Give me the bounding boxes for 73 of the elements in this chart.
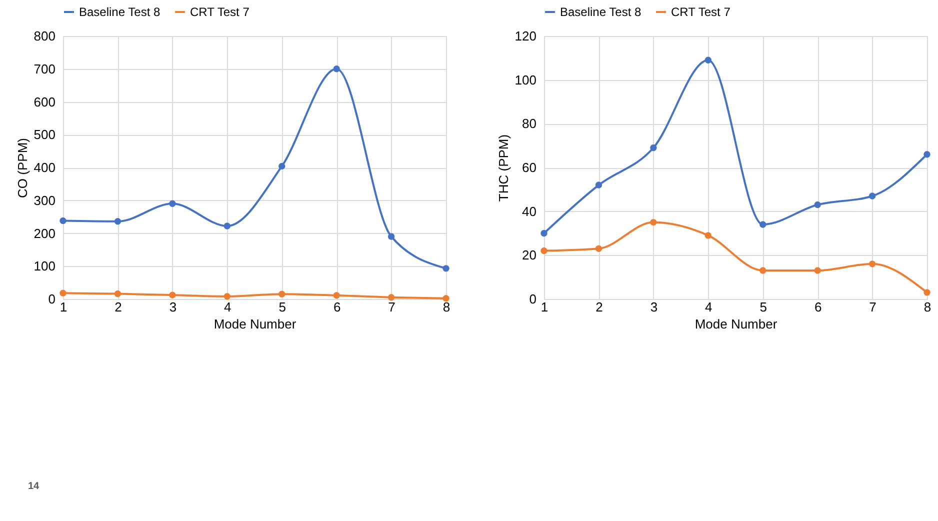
point	[868, 260, 876, 268]
x-tick-label: 1	[540, 300, 548, 314]
x-tick-label: 2	[114, 300, 122, 314]
x-tick-label: 5	[278, 300, 286, 314]
x-tick-label: 4	[224, 300, 232, 314]
point	[114, 290, 122, 298]
point	[704, 232, 712, 239]
x-tick-label: 7	[388, 300, 396, 314]
y-tick-label: 20	[522, 248, 536, 263]
y-tick-label: 80	[522, 116, 536, 132]
x-tick-label: 3	[650, 300, 658, 314]
y-tick-label: 200	[34, 226, 56, 241]
y-tick-label: 120	[514, 28, 536, 44]
x-tick-label: 4	[705, 300, 712, 314]
x-axis-title: Mode Number	[214, 316, 297, 332]
point	[333, 292, 340, 299]
legend-label: CRT Test 7	[190, 5, 250, 19]
y-tick-label: 0	[529, 292, 536, 306]
x-tick-label: 5	[760, 300, 767, 314]
point	[760, 221, 766, 228]
point	[114, 218, 122, 225]
point	[224, 293, 230, 300]
point	[169, 292, 176, 298]
point	[388, 233, 395, 240]
point	[760, 267, 766, 274]
legend-label: Baseline Test 8	[79, 5, 160, 19]
x-tick-label: 8	[442, 300, 450, 314]
legend-label: Baseline Test 8	[560, 5, 642, 19]
y-tick-label: 100	[514, 72, 536, 88]
y-tick-label: 600	[34, 94, 56, 110]
y-tick-label: 700	[34, 61, 56, 76]
point	[442, 294, 450, 302]
point	[224, 222, 230, 230]
y-tick-label: 0	[48, 292, 56, 306]
x-tick-label: 2	[596, 300, 603, 314]
y-tick-label: 300	[34, 192, 56, 208]
point	[60, 217, 66, 224]
point	[650, 218, 657, 226]
y-tick-label: 40	[522, 204, 536, 219]
point	[540, 230, 548, 237]
legend-label: CRT Test 7	[671, 5, 731, 19]
point	[442, 265, 450, 272]
y-tick-label: 60	[522, 160, 536, 175]
x-tick-label: 7	[869, 300, 876, 314]
y-axis-title: THC (PPM)	[496, 134, 511, 202]
x-tick-label: 8	[924, 300, 932, 314]
point	[924, 151, 930, 158]
x-tick-label: 6	[814, 300, 822, 314]
point	[868, 192, 876, 200]
point	[169, 200, 176, 208]
text: 14	[28, 481, 40, 492]
point	[595, 245, 602, 252]
point	[278, 162, 286, 170]
x-tick-label: 6	[333, 300, 341, 314]
point	[704, 56, 712, 64]
point	[814, 201, 821, 208]
point	[540, 247, 548, 254]
x-axis-title: Mode Number	[694, 316, 778, 332]
point	[388, 294, 395, 301]
point	[650, 144, 657, 152]
y-tick-label: 800	[34, 28, 56, 44]
point	[278, 290, 286, 298]
y-tick-label: 400	[34, 160, 56, 175]
x-tick-label: 3	[169, 300, 177, 314]
y-tick-label: 100	[34, 258, 56, 274]
point	[814, 267, 821, 274]
x-tick-label: 1	[60, 300, 68, 314]
y-axis-title: CO (PPM)	[14, 138, 30, 198]
point	[924, 289, 930, 296]
y-tick-label: 500	[34, 127, 56, 142]
point	[333, 66, 340, 72]
point	[60, 290, 66, 296]
point	[595, 182, 602, 188]
